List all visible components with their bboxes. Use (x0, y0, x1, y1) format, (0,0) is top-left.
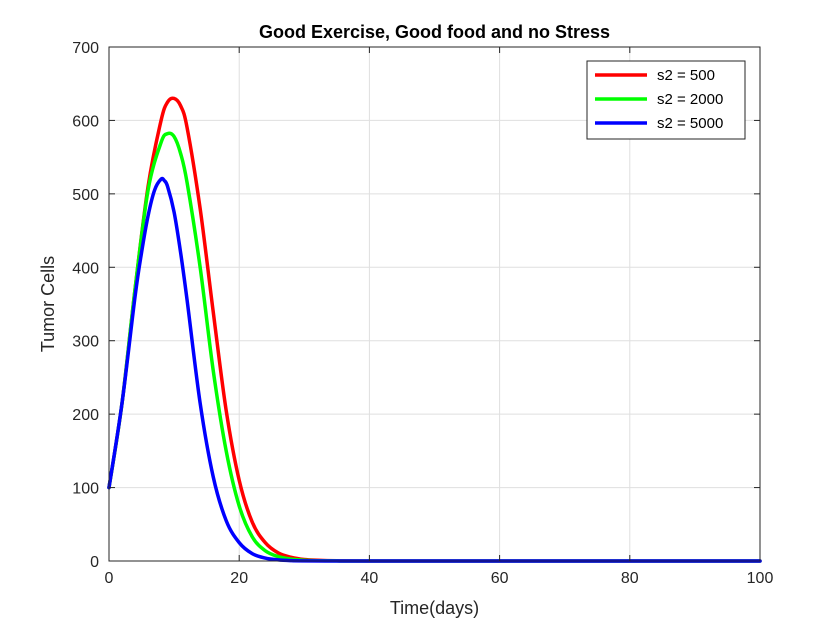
y-tick-label: 500 (72, 187, 99, 204)
legend: s2 = 500 s2 = 2000 s2 = 5000 (586, 60, 746, 140)
legend-label-1: s2 = 500 (657, 67, 715, 84)
y-tick-label: 600 (72, 113, 99, 130)
y-tick-label: 400 (72, 260, 99, 277)
x-tick-label: 40 (361, 570, 379, 587)
x-tick-label: 20 (230, 570, 248, 587)
chart-title: Good Exercise, Good food and no Stress (259, 22, 610, 42)
y-tick-label: 700 (72, 40, 99, 57)
y-tick-label: 100 (72, 481, 99, 498)
x-tick-label: 80 (621, 570, 639, 587)
y-axis-label: Tumor Cells (38, 256, 58, 352)
axes-box (108, 46, 761, 562)
x-tick-label: 0 (105, 570, 114, 587)
y-tick-label: 0 (90, 554, 99, 571)
legend-label-2: s2 = 2000 (657, 91, 723, 108)
y-tick-label: 300 (72, 334, 99, 351)
ticks: 0 20 40 60 80 100 0 100 200 300 400 500 600 700 (72, 40, 773, 587)
x-axis-label: Time(days) (390, 598, 479, 618)
x-tick-label: 100 (747, 570, 774, 587)
y-tick-label: 200 (72, 407, 99, 424)
legend-label-3: s2 = 5000 (657, 115, 723, 132)
x-tick-label: 60 (491, 570, 509, 587)
